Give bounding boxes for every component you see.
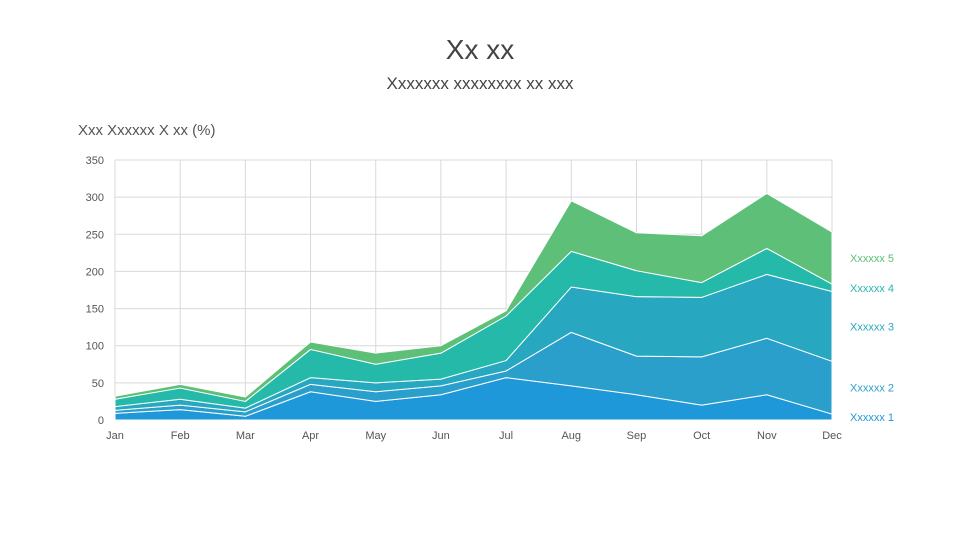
x-tick-label: May [365, 430, 386, 442]
y-tick-label: 250 [86, 229, 104, 241]
chart-subtitle: Xxxxxxx xxxxxxxx xx xxx [386, 74, 574, 93]
x-tick-label: Jul [499, 430, 513, 442]
series-label-3: Xxxxxx 3 [850, 321, 894, 333]
y-tick-label: 300 [86, 192, 104, 204]
x-tick-label: Jan [106, 430, 124, 442]
x-tick-label: Sep [627, 430, 647, 442]
y-tick-label: 200 [86, 266, 104, 278]
chart-title: Xx xx [445, 34, 515, 65]
x-tick-label: Dec [822, 430, 842, 442]
x-tick-label: Mar [236, 430, 255, 442]
y-tick-label: 100 [86, 341, 104, 353]
x-tick-label: Oct [693, 430, 710, 442]
y-tick-label: 350 [86, 155, 104, 167]
y-tick-label: 0 [98, 415, 104, 427]
x-tick-label: Jun [432, 430, 450, 442]
y-tick-label: 50 [92, 378, 104, 390]
series-label-2: Xxxxxx 2 [850, 383, 894, 395]
series-label-5: Xxxxxx 5 [850, 253, 894, 265]
x-tick-label: Apr [302, 430, 319, 442]
x-tick-label: Feb [171, 430, 190, 442]
series-label-1: Xxxxxx 1 [850, 412, 894, 424]
x-tick-label: Aug [561, 430, 581, 442]
y-axis-label: Xxx Xxxxxx X xx (%) [78, 122, 216, 139]
x-tick-label: Nov [757, 430, 777, 442]
series-label-4: Xxxxxx 4 [850, 283, 894, 295]
y-tick-label: 150 [86, 304, 104, 316]
